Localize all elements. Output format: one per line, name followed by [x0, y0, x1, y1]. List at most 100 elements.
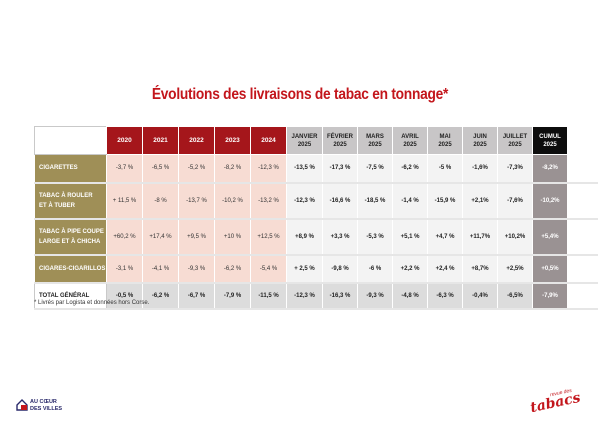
- year-value-cell: +12,5 %: [250, 218, 287, 255]
- month-header-line: 2025: [403, 141, 417, 148]
- row-label-line: LARGE ET À CHICHA: [39, 238, 101, 245]
- month-header-line: 2025: [297, 141, 312, 148]
- month-value-cell: -5 %: [427, 154, 463, 183]
- row-label-line: TABAC À ROULER: [39, 192, 93, 199]
- year-value-cell: -12,3 %: [250, 154, 287, 183]
- year-value-cell: -11,5 %: [250, 282, 287, 309]
- month-value-cell: -9,3 %: [357, 282, 393, 309]
- row-label-line: TOTAL GÉNÉRAL: [39, 292, 90, 299]
- month-value-cell: + 2,5 %: [286, 254, 323, 283]
- cumul-value-cell: +5,4%: [532, 218, 568, 255]
- month-value-cell: +4,7 %: [427, 218, 463, 255]
- month-header-line: AVRIL: [401, 133, 419, 140]
- tonnage-table: 2020 2021 2022 2023 2024 JANVIER 2025 FÉVRIER 20…: [34, 126, 598, 310]
- year-header: 2024: [250, 126, 287, 155]
- month-header-line: 2025: [368, 141, 382, 148]
- year-value-cell: -10,2 %: [214, 182, 251, 219]
- year-value-cell: -9,3 %: [178, 254, 215, 283]
- month-header: MARS 2025: [357, 126, 393, 155]
- month-value-cell: -16,3 %: [322, 282, 358, 309]
- month-value-cell: -15,9 %: [427, 182, 463, 219]
- month-value-cell: -5,3 %: [357, 218, 393, 255]
- table-row: TOTAL GÉNÉRAL -0,5 % -6,2 % -6,7 % -7,9 % -11…: [34, 282, 598, 309]
- month-header-line: MARS: [366, 133, 384, 140]
- row-label: TABAC À PIPE COUPE LARGE ET À CHICHA: [34, 218, 107, 255]
- table-row: TABAC À PIPE COUPE LARGE ET À CHICHA +60,2…: [34, 218, 598, 255]
- month-value-cell: -9,8 %: [322, 254, 358, 283]
- cumul-header-line: CUMUL: [539, 133, 561, 140]
- cumul-header-line: 2025: [543, 141, 557, 148]
- footnote: * Livrés par Logista et données hors Cor…: [34, 300, 150, 306]
- row-label-line: CIGARES-CIGARILLOS: [39, 265, 106, 272]
- month-value-cell: -16,6 %: [322, 182, 358, 219]
- month-value-cell: -0,4%: [462, 282, 498, 309]
- row-label: CIGARES-CIGARILLOS: [34, 254, 107, 283]
- month-value-cell: +5,1 %: [392, 218, 428, 255]
- row-label: TABAC À ROULER ET À TUBER: [34, 182, 107, 219]
- cumul-value-cell: +0,5%: [532, 254, 568, 283]
- table-row: TABAC À ROULER ET À TUBER + 11,5 % -8 % -13,…: [34, 182, 598, 219]
- year-value-cell: -3,1 %: [106, 254, 143, 283]
- month-header: MAI 2025: [427, 126, 463, 155]
- year-value-cell: -8,2 %: [214, 154, 251, 183]
- year-value-cell: -7,9 %: [214, 282, 251, 309]
- year-value-cell: +10 %: [214, 218, 251, 255]
- year-value-cell: -3,7 %: [106, 154, 143, 183]
- row-label-line: ET À TUBER: [39, 202, 75, 209]
- cumul-value-cell: -10,2%: [532, 182, 568, 219]
- month-value-cell: -1,6%: [462, 154, 498, 183]
- month-value-cell: -1,4 %: [392, 182, 428, 219]
- au-coeur-des-villes-logo: AU CŒUR DES VILLES: [16, 396, 106, 416]
- cumul-value-cell: -7,9%: [532, 282, 568, 309]
- month-header: FÉVRIER 2025: [322, 126, 358, 155]
- month-header-line: MAI: [439, 133, 451, 140]
- month-value-cell: -13,5 %: [286, 154, 323, 183]
- month-value-cell: -7,6%: [497, 182, 533, 219]
- month-value-cell: +11,7%: [462, 218, 498, 255]
- year-header: 2020: [106, 126, 143, 155]
- month-value-cell: +2,5%: [497, 254, 533, 283]
- month-header-line: 2025: [473, 141, 487, 148]
- month-header-line: 2025: [438, 141, 452, 148]
- year-value-cell: + 11,5 %: [106, 182, 143, 219]
- month-value-cell: +2,4 %: [427, 254, 463, 283]
- year-value-cell: +60,2 %: [106, 218, 143, 255]
- table-corner: [34, 126, 107, 155]
- year-value-cell: -0,5 %: [106, 282, 143, 309]
- month-header-line: FÉVRIER: [326, 133, 353, 140]
- year-value-cell: -4,1 %: [142, 254, 179, 283]
- month-header-line: JANVIER: [291, 133, 318, 140]
- month-header-line: 2025: [508, 141, 522, 148]
- revue-des-tabacs-logo: revue des tabacs: [528, 388, 584, 417]
- month-value-cell: -18,5 %: [357, 182, 393, 219]
- table-header-row: 2020 2021 2022 2023 2024 JANVIER 2025 FÉVRIER 20…: [34, 126, 598, 155]
- month-value-cell: -6,5%: [497, 282, 533, 309]
- logo-left-line1: AU CŒUR: [30, 399, 57, 405]
- cumul-value-cell: -8,2%: [532, 154, 568, 183]
- month-value-cell: -17,3 %: [322, 154, 358, 183]
- table-row: CIGARES-CIGARILLOS -3,1 % -4,1 % -9,3 % -6,2…: [34, 254, 598, 283]
- year-header: 2022: [178, 126, 215, 155]
- year-header: 2023: [214, 126, 251, 155]
- month-value-cell: +3,3 %: [322, 218, 358, 255]
- month-value-cell: -7,3%: [497, 154, 533, 183]
- month-value-cell: -4,8 %: [392, 282, 428, 309]
- year-value-cell: -13,2 %: [250, 182, 287, 219]
- month-value-cell: +8,9 %: [286, 218, 323, 255]
- logo-right-big-text: tabacs: [528, 389, 582, 417]
- year-value-cell: +17,4 %: [142, 218, 179, 255]
- month-value-cell: +2,1%: [462, 182, 498, 219]
- month-value-cell: -7,5 %: [357, 154, 393, 183]
- cumul-header: CUMUL 2025: [532, 126, 568, 155]
- month-value-cell: -6 %: [357, 254, 393, 283]
- year-value-cell: -6,7 %: [178, 282, 215, 309]
- row-label: CIGARETTES: [34, 154, 107, 183]
- year-value-cell: -5,2 %: [178, 154, 215, 183]
- month-value-cell: -12,3 %: [286, 282, 323, 309]
- row-label-line: CIGARETTES: [39, 165, 78, 172]
- month-value-cell: +10,2%: [497, 218, 533, 255]
- page-title: Évolutions des livraisons de tabac en to…: [151, 86, 449, 103]
- table-row: CIGARETTES -3,7 % -6,5 % -5,2 % -8,2 % -12,3 …: [34, 154, 598, 183]
- year-value-cell: -13,7 %: [178, 182, 215, 219]
- month-value-cell: -12,3 %: [286, 182, 323, 219]
